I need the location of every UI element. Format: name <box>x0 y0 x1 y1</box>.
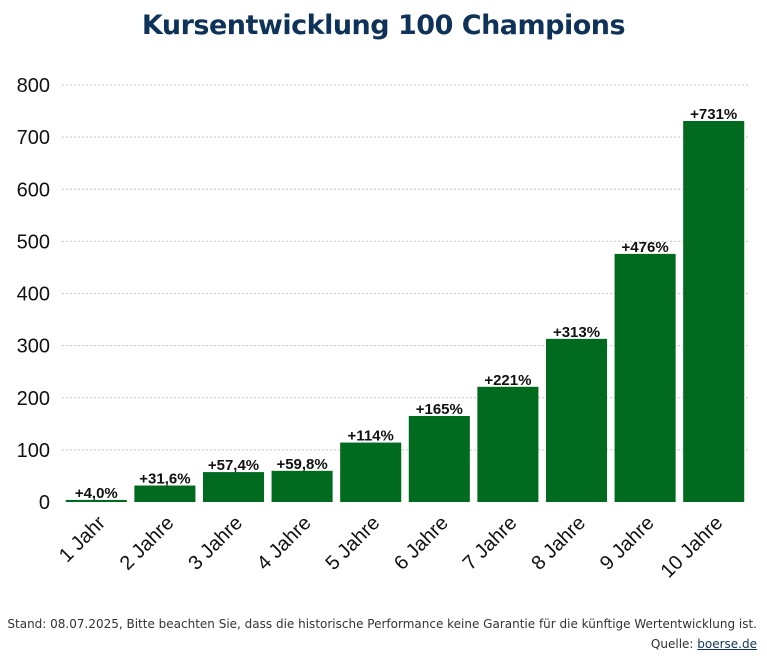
y-tick-label: 0 <box>39 492 50 514</box>
y-tick-label: 500 <box>17 231 50 253</box>
data-label: +313% <box>553 324 600 341</box>
bar <box>408 415 470 502</box>
bar <box>202 472 265 502</box>
x-axis: 1 Jahr 2 Jahre 3 Jahre 4 Jahre 5 Jahre 6 Jahr… <box>55 512 727 583</box>
source-line: Quelle: boerse.de <box>651 637 757 651</box>
x-tick-label: 8 Jahre <box>527 512 590 575</box>
data-label: +59,8% <box>276 456 327 473</box>
x-tick-label: 5 Jahre <box>322 512 385 575</box>
bar <box>271 470 333 502</box>
y-axis: 0 100 200 300 400 500 600 700 800 <box>17 75 50 514</box>
x-tick-label: 3 Jahre <box>184 512 247 575</box>
x-tick-label: 1 Jahr <box>55 512 110 567</box>
data-label: +4,0% <box>75 485 118 502</box>
source-link[interactable]: boerse.de <box>697 637 757 651</box>
bar <box>134 485 196 502</box>
y-tick-label: 600 <box>17 179 50 201</box>
y-tick-label: 200 <box>17 388 50 410</box>
y-tick-label: 100 <box>17 440 50 462</box>
bar <box>545 338 608 502</box>
x-tick-label: 4 Jahre <box>253 512 316 575</box>
y-tick-label: 800 <box>17 75 50 97</box>
x-tick-label: 7 Jahre <box>459 512 522 575</box>
x-tick-label: 9 Jahre <box>596 512 659 575</box>
y-tick-label: 300 <box>17 336 50 358</box>
data-labels: +4,0% +31,6% +57,4% +59,8% +114% +165% +221% +3… <box>75 106 737 502</box>
data-label: +114% <box>348 428 394 445</box>
y-tick-label: 700 <box>17 127 50 149</box>
disclaimer-note: Stand: 08.07.2025, Bitte beachten Sie, d… <box>7 617 757 631</box>
bar <box>683 120 745 502</box>
x-tick-label: 10 Jahre <box>657 512 728 583</box>
bar-chart: 0 100 200 300 400 500 600 700 800 +4,0% +31,6% +57… <box>17 75 748 583</box>
data-label: +476% <box>622 239 669 256</box>
source-prefix: Quelle: <box>650 637 698 651</box>
x-tick-label: 2 Jahre <box>116 512 179 575</box>
data-label: +165% <box>416 401 463 418</box>
data-label: +221% <box>484 372 531 389</box>
bar <box>477 386 539 502</box>
x-tick-label: 6 Jahre <box>390 512 453 575</box>
data-label: +731% <box>690 106 737 123</box>
bar <box>340 442 402 502</box>
chart-title: Kursentwicklung 100 Champions <box>141 10 626 41</box>
data-label: +57,4% <box>208 457 259 474</box>
bar <box>65 499 127 502</box>
bars <box>65 120 745 502</box>
data-label: +31,6% <box>139 471 190 488</box>
bar <box>614 253 676 502</box>
y-tick-label: 400 <box>17 284 50 306</box>
